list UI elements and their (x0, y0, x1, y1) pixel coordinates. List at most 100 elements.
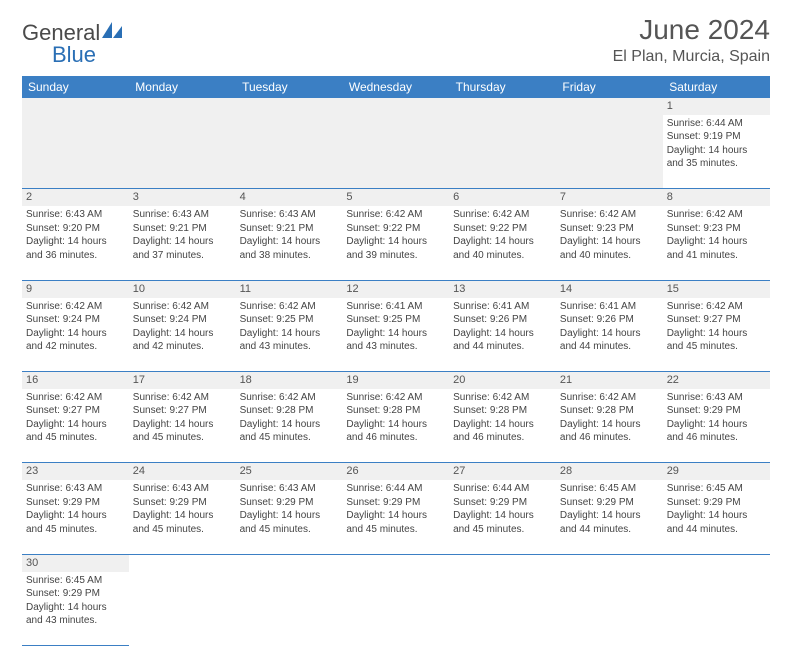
day-number: 3 (129, 189, 236, 206)
sunset-line: Sunset: 9:27 PM (26, 404, 125, 418)
day-cell (129, 572, 236, 646)
day2-line: and 44 minutes. (560, 340, 659, 354)
sunrise-line: Sunrise: 6:42 AM (453, 208, 552, 222)
day-number: 8 (663, 189, 770, 206)
day-number: 20 (449, 372, 556, 389)
location-label: El Plan, Murcia, Spain (613, 48, 770, 66)
sunrise-line: Sunrise: 6:42 AM (133, 391, 232, 405)
sunset-line: Sunset: 9:28 PM (346, 404, 445, 418)
sunrise-line: Sunrise: 6:42 AM (667, 300, 766, 314)
day-cell: Sunrise: 6:44 AMSunset: 9:29 PMDaylight:… (342, 480, 449, 554)
day2-line: and 45 minutes. (26, 431, 125, 445)
sunrise-line: Sunrise: 6:43 AM (133, 208, 232, 222)
day-number: 30 (22, 554, 129, 571)
day1-line: Daylight: 14 hours (667, 327, 766, 341)
day-number (342, 554, 449, 571)
calendar-body: 1Sunrise: 6:44 AMSunset: 9:19 PMDaylight… (22, 98, 770, 646)
day-header: Monday (129, 76, 236, 98)
day-cell (236, 572, 343, 646)
day2-line: and 45 minutes. (240, 523, 339, 537)
day-number: 17 (129, 372, 236, 389)
day1-line: Daylight: 14 hours (133, 327, 232, 341)
sunset-line: Sunset: 9:28 PM (453, 404, 552, 418)
day-cell (663, 572, 770, 646)
day-number: 15 (663, 280, 770, 297)
sunrise-line: Sunrise: 6:43 AM (133, 482, 232, 496)
sunrise-line: Sunrise: 6:42 AM (453, 391, 552, 405)
day2-line: and 40 minutes. (560, 249, 659, 263)
day1-line: Daylight: 14 hours (346, 327, 445, 341)
day-cell: Sunrise: 6:42 AMSunset: 9:28 PMDaylight:… (449, 389, 556, 463)
day-number (342, 98, 449, 115)
day-number (556, 98, 663, 115)
day-header: Tuesday (236, 76, 343, 98)
sunrise-line: Sunrise: 6:43 AM (26, 208, 125, 222)
day-cell: Sunrise: 6:42 AMSunset: 9:23 PMDaylight:… (556, 206, 663, 280)
day2-line: and 45 minutes. (240, 431, 339, 445)
day-number-row: 2345678 (22, 189, 770, 206)
day1-line: Daylight: 14 hours (346, 235, 445, 249)
day-cell: Sunrise: 6:41 AMSunset: 9:26 PMDaylight:… (449, 298, 556, 372)
sunset-line: Sunset: 9:29 PM (560, 496, 659, 510)
sunrise-line: Sunrise: 6:42 AM (346, 391, 445, 405)
day-cell: Sunrise: 6:43 AMSunset: 9:29 PMDaylight:… (663, 389, 770, 463)
day2-line: and 46 minutes. (560, 431, 659, 445)
sunrise-line: Sunrise: 6:42 AM (240, 300, 339, 314)
day1-line: Daylight: 14 hours (133, 509, 232, 523)
day1-line: Daylight: 14 hours (453, 235, 552, 249)
day1-line: Daylight: 14 hours (667, 509, 766, 523)
day1-line: Daylight: 14 hours (667, 144, 766, 158)
day-number (236, 98, 343, 115)
day2-line: and 39 minutes. (346, 249, 445, 263)
day-cell: Sunrise: 6:41 AMSunset: 9:25 PMDaylight:… (342, 298, 449, 372)
day-cell-row: Sunrise: 6:43 AMSunset: 9:29 PMDaylight:… (22, 480, 770, 554)
sunrise-line: Sunrise: 6:42 AM (26, 300, 125, 314)
day-header: Sunday (22, 76, 129, 98)
sunset-line: Sunset: 9:25 PM (346, 313, 445, 327)
day-cell: Sunrise: 6:44 AMSunset: 9:29 PMDaylight:… (449, 480, 556, 554)
day2-line: and 41 minutes. (667, 249, 766, 263)
sunset-line: Sunset: 9:21 PM (133, 222, 232, 236)
sunrise-line: Sunrise: 6:45 AM (560, 482, 659, 496)
day2-line: and 42 minutes. (26, 340, 125, 354)
day-number: 14 (556, 280, 663, 297)
day-number-row: 9101112131415 (22, 280, 770, 297)
day-cell: Sunrise: 6:42 AMSunset: 9:28 PMDaylight:… (236, 389, 343, 463)
sunrise-line: Sunrise: 6:41 AM (346, 300, 445, 314)
day-number: 22 (663, 372, 770, 389)
day-number: 18 (236, 372, 343, 389)
day-cell: Sunrise: 6:44 AMSunset: 9:19 PMDaylight:… (663, 115, 770, 189)
day2-line: and 42 minutes. (133, 340, 232, 354)
day1-line: Daylight: 14 hours (560, 327, 659, 341)
day-cell: Sunrise: 6:42 AMSunset: 9:22 PMDaylight:… (449, 206, 556, 280)
sunrise-line: Sunrise: 6:42 AM (133, 300, 232, 314)
sunset-line: Sunset: 9:26 PM (560, 313, 659, 327)
sunset-line: Sunset: 9:27 PM (667, 313, 766, 327)
sail-icon (102, 20, 124, 46)
sunset-line: Sunset: 9:29 PM (26, 496, 125, 510)
day-cell: Sunrise: 6:42 AMSunset: 9:27 PMDaylight:… (129, 389, 236, 463)
logo-text-2: Blue (52, 42, 96, 68)
day-cell (236, 115, 343, 189)
day1-line: Daylight: 14 hours (560, 235, 659, 249)
sunrise-line: Sunrise: 6:43 AM (240, 208, 339, 222)
day-number: 27 (449, 463, 556, 480)
day-cell (342, 115, 449, 189)
day2-line: and 45 minutes. (26, 523, 125, 537)
day2-line: and 37 minutes. (133, 249, 232, 263)
sunrise-line: Sunrise: 6:44 AM (346, 482, 445, 496)
day-number: 12 (342, 280, 449, 297)
day2-line: and 46 minutes. (667, 431, 766, 445)
day-number: 23 (22, 463, 129, 480)
day1-line: Daylight: 14 hours (240, 235, 339, 249)
day1-line: Daylight: 14 hours (453, 418, 552, 432)
day-number (449, 98, 556, 115)
day2-line: and 35 minutes. (667, 157, 766, 171)
day2-line: and 44 minutes. (667, 523, 766, 537)
sunset-line: Sunset: 9:23 PM (667, 222, 766, 236)
day-cell (449, 115, 556, 189)
day1-line: Daylight: 14 hours (26, 509, 125, 523)
title-block: June 2024 El Plan, Murcia, Spain (613, 14, 770, 66)
day-number: 9 (22, 280, 129, 297)
day-number: 25 (236, 463, 343, 480)
